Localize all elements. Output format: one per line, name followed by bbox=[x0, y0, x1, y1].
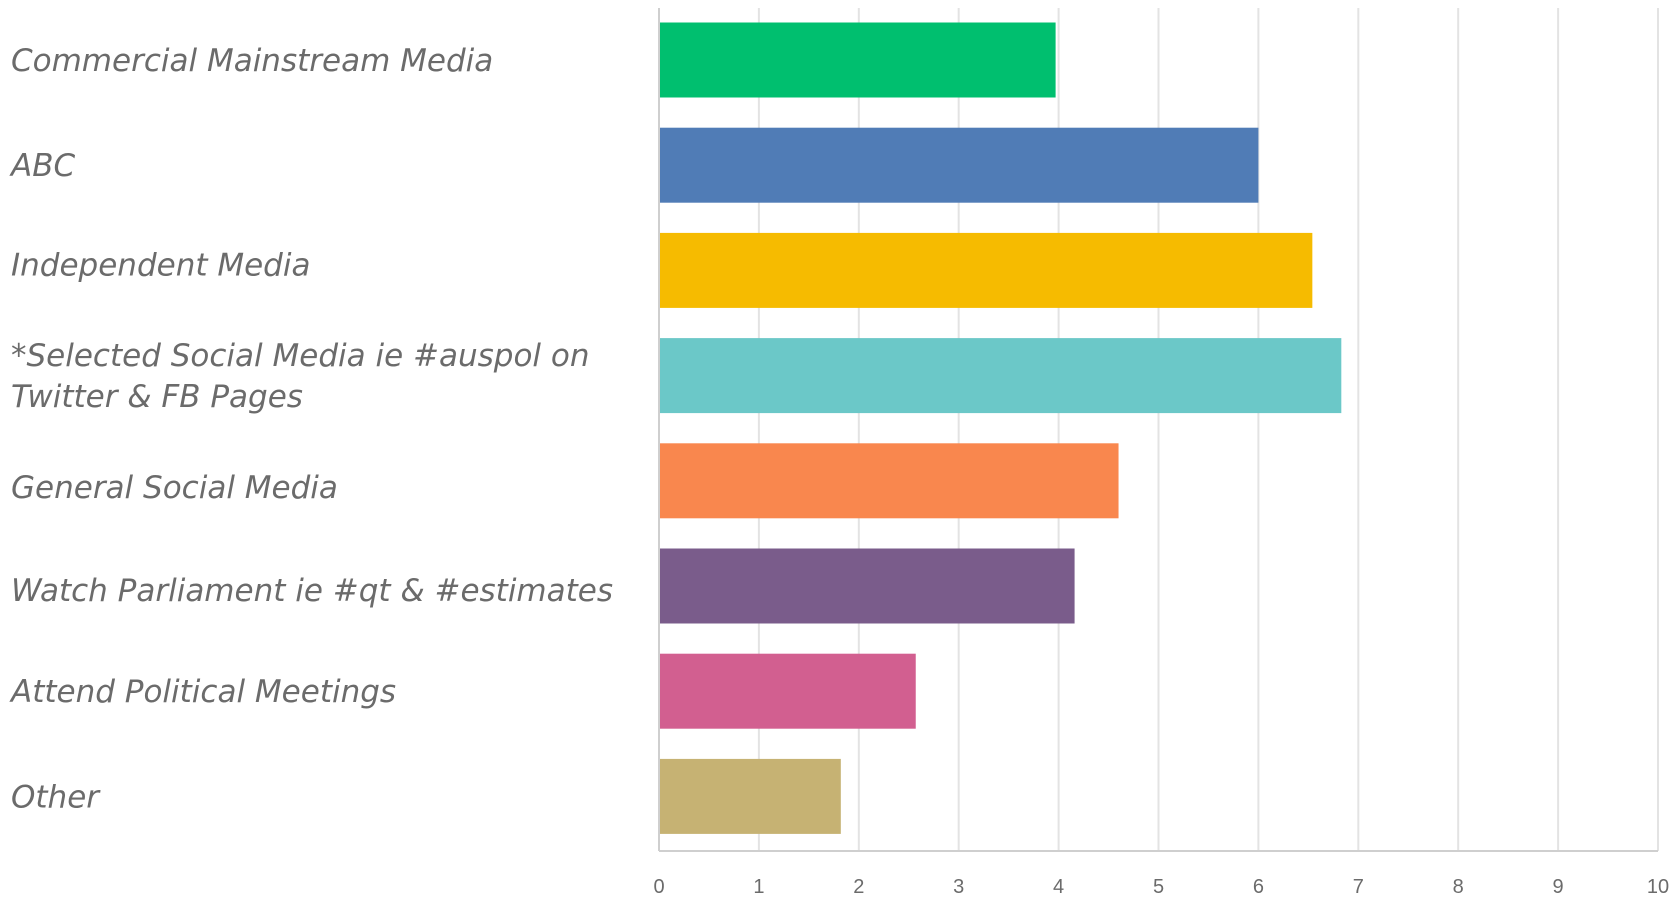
category-label: General Social Media bbox=[11, 470, 338, 506]
x-tick-label: 10 bbox=[1647, 876, 1669, 898]
category-label-line: Commercial Mainstream Media bbox=[11, 43, 493, 79]
x-tick-label: 0 bbox=[653, 876, 664, 898]
category-label: Attend Political Meetings bbox=[9, 674, 396, 710]
x-tick-label: 5 bbox=[1153, 876, 1164, 898]
x-tick-label: 3 bbox=[953, 876, 964, 898]
category-labels: Commercial Mainstream Media ABC Independen… bbox=[9, 43, 613, 815]
x-tick-label: 9 bbox=[1553, 876, 1564, 898]
x-tick-label: 8 bbox=[1453, 876, 1464, 898]
category-label-line: General Social Media bbox=[11, 470, 338, 506]
category-label-line: ABC bbox=[9, 148, 75, 184]
category-label-line: Attend Political Meetings bbox=[9, 674, 396, 710]
x-tick-label: 6 bbox=[1253, 876, 1264, 898]
x-tick-label: 7 bbox=[1353, 876, 1364, 898]
bars bbox=[659, 22, 1342, 834]
x-tick-label: 4 bbox=[1053, 876, 1064, 898]
bar bbox=[659, 653, 916, 729]
category-label-line: Watch Parliament ie #qt & #estimates bbox=[11, 573, 613, 609]
bar bbox=[659, 232, 1313, 308]
x-axis: 0 1 2 3 4 5 6 7 8 9 10 bbox=[653, 8, 1669, 898]
category-label: Independent Media bbox=[11, 247, 310, 283]
category-label: *Selected Social Media ie #auspol on Twit… bbox=[11, 338, 590, 415]
x-tick-label: 1 bbox=[753, 876, 764, 898]
category-label-line: Other bbox=[11, 779, 101, 815]
bar bbox=[659, 758, 841, 834]
category-label: Other bbox=[11, 779, 101, 815]
bar bbox=[659, 127, 1259, 203]
category-label: Commercial Mainstream Media bbox=[11, 43, 493, 79]
x-tick-label: 2 bbox=[853, 876, 864, 898]
category-label-line: Twitter & FB Pages bbox=[11, 379, 303, 415]
bar bbox=[659, 548, 1075, 624]
category-label-line: Independent Media bbox=[11, 247, 310, 283]
bar bbox=[659, 443, 1119, 519]
bar bbox=[659, 22, 1056, 98]
category-label-line: *Selected Social Media ie #auspol on bbox=[11, 338, 590, 374]
category-label: Watch Parliament ie #qt & #estimates bbox=[11, 573, 613, 609]
category-label: ABC bbox=[9, 148, 75, 184]
bar bbox=[659, 338, 1342, 414]
